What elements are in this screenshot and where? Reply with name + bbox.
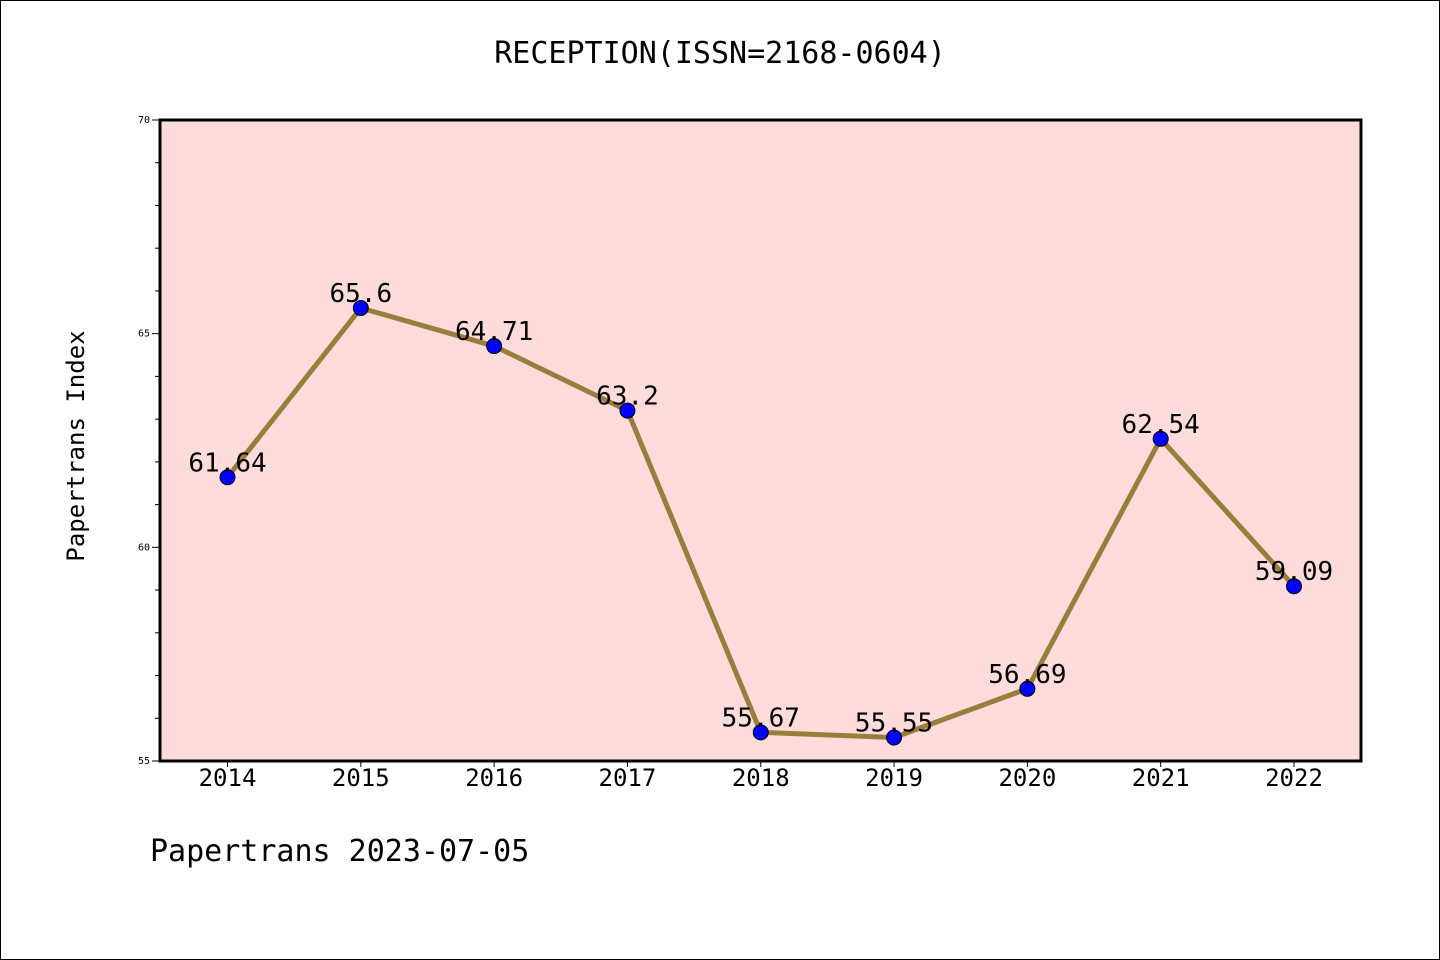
plot-area — [160, 120, 1361, 761]
data-label: 62.54 — [1122, 410, 1200, 440]
x-tick-label: 2020 — [998, 764, 1056, 792]
y-tick-label: 70 — [138, 115, 150, 126]
y-tick-label: 65 — [138, 329, 150, 340]
data-point — [1152, 430, 1169, 447]
data-label: 55.55 — [855, 708, 933, 738]
data-point — [619, 402, 636, 419]
data-point — [486, 338, 503, 355]
x-tick-label: 2022 — [1265, 764, 1323, 792]
data-label: 59.09 — [1255, 557, 1333, 587]
data-label: 55.67 — [722, 703, 800, 733]
data-point — [886, 729, 903, 746]
data-label: 61.64 — [188, 448, 266, 478]
data-point — [752, 724, 769, 741]
data-point — [352, 300, 369, 317]
data-label: 56.69 — [988, 660, 1066, 690]
x-tick-label: 2017 — [599, 764, 657, 792]
data-label: 65.6 — [330, 279, 393, 309]
chart-title: RECEPTION(ISSN=2168-0604) — [494, 36, 946, 71]
data-point — [1286, 578, 1302, 595]
x-tick-label: 2015 — [332, 764, 390, 792]
plot-border — [158, 118, 1363, 763]
y-axis-label: Papertrans Index — [62, 330, 90, 561]
y-tick-label: 55 — [138, 756, 150, 767]
y-tick-label: 60 — [138, 542, 150, 553]
footer-text: Papertrans 2023-07-05 — [150, 834, 530, 869]
x-tick-label: 2014 — [199, 764, 257, 792]
data-point — [1019, 680, 1036, 697]
data-label: 64.71 — [455, 317, 533, 347]
data-label: 63.2 — [596, 382, 659, 412]
x-tick-label: 2016 — [465, 764, 523, 792]
x-tick-label: 2021 — [1132, 764, 1190, 792]
data-point — [219, 469, 236, 486]
x-tick-label: 2018 — [732, 764, 790, 792]
x-tick-label: 2019 — [865, 764, 923, 792]
